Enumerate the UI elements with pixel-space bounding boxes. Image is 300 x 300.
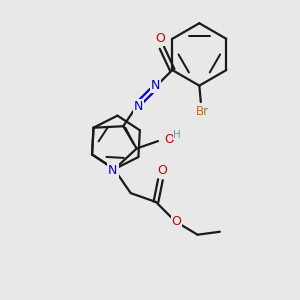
Text: Br: Br [196, 105, 209, 118]
Text: O: O [172, 215, 182, 228]
Text: H: H [173, 130, 181, 140]
Text: N: N [134, 100, 143, 112]
Text: O: O [157, 164, 167, 177]
Text: N: N [151, 79, 160, 92]
Text: N: N [108, 164, 118, 177]
Text: O: O [155, 32, 165, 45]
Text: O: O [164, 133, 174, 146]
